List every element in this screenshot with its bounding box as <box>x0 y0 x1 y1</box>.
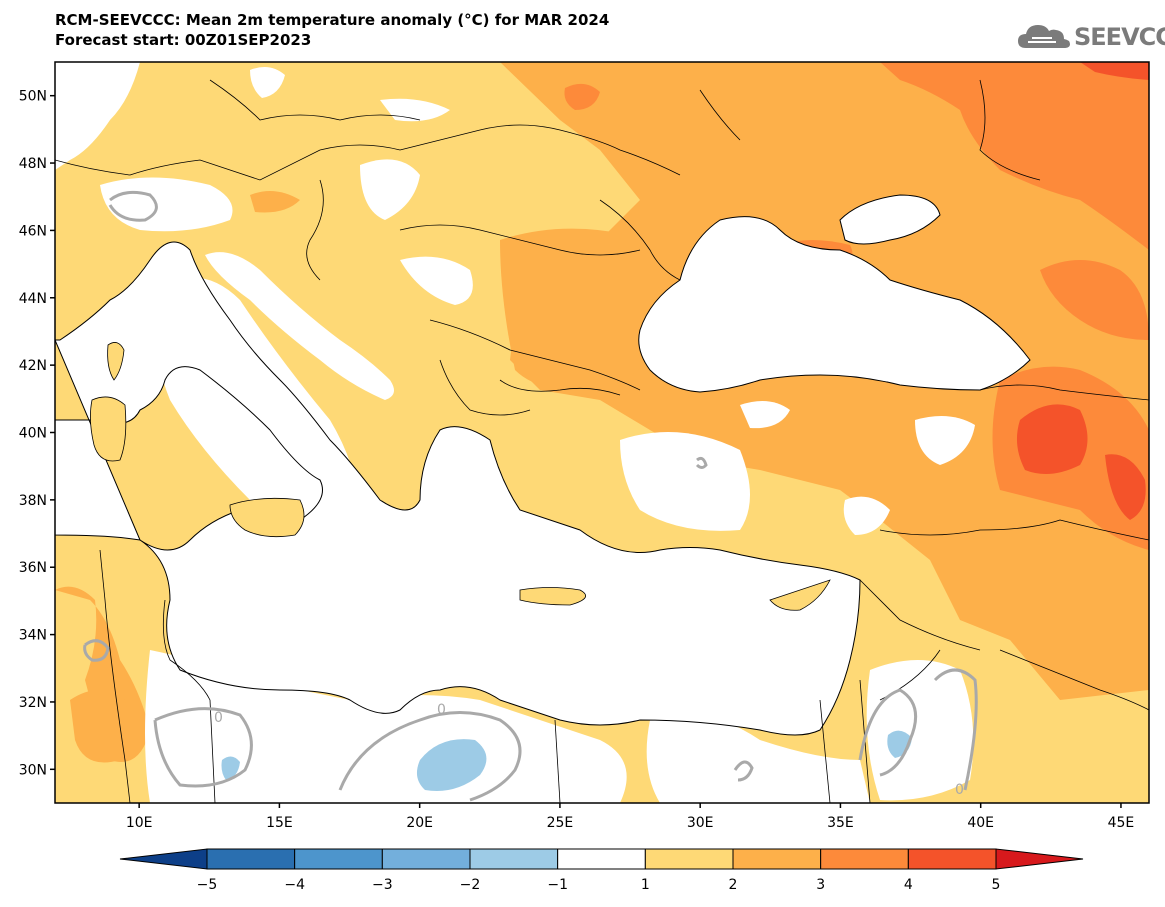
colorbar-box <box>820 848 909 870</box>
anomaly-field-2-3-west2 <box>70 690 129 763</box>
cloud-icon <box>1018 25 1070 48</box>
cyprus <box>769 579 831 611</box>
colorbar-label: −4 <box>284 877 305 893</box>
lon-tick-label: 15E <box>266 815 293 831</box>
anomaly-field-white-turkey2 <box>740 401 790 429</box>
anomaly-field-blue-libya <box>416 739 487 791</box>
islands <box>90 342 831 611</box>
lat-tick-label: 40N <box>19 426 47 442</box>
crete <box>519 587 587 606</box>
latitude-axis: 50N 48N 46N 44N 42N 40N 38N 36N 34N 32N 30N <box>19 89 55 778</box>
colorbar-label: 3 <box>816 877 825 893</box>
anomaly-field-white-sinai <box>866 660 974 801</box>
colorbar-label: 4 <box>904 877 913 893</box>
sea-black <box>638 216 1031 393</box>
colorbar-label: −5 <box>197 877 218 893</box>
anomaly-field-white-hungary <box>360 159 420 220</box>
anomaly-field-3-4-northeast <box>880 62 1149 250</box>
colorbar-label: 1 <box>641 877 650 893</box>
colorbar-label: 5 <box>992 877 1001 893</box>
anomaly-field-2-3-balkan <box>500 228 662 391</box>
sicily <box>229 497 305 538</box>
lon-tick-label: 30E <box>687 815 714 831</box>
lat-tick-label: 38N <box>19 493 47 509</box>
contour-label-0: 0 <box>437 702 446 718</box>
anomaly-field-3-4-russia <box>1040 260 1149 340</box>
anomaly-field-white-west-europe <box>55 62 140 170</box>
colorbar-box <box>557 848 646 870</box>
anomaly-field-white-egypt <box>646 713 870 803</box>
lon-tick-label: 25E <box>547 815 574 831</box>
colorbar-label: −1 <box>547 877 568 893</box>
colorbar-box <box>469 848 559 870</box>
lon-tick-label: 10E <box>126 815 153 831</box>
colorbar-label: −2 <box>460 877 481 893</box>
lat-tick-label: 34N <box>19 628 47 644</box>
anomaly-field-2-3-small <box>250 191 300 213</box>
lat-tick-label: 44N <box>19 291 47 307</box>
colorbar-box <box>907 848 997 870</box>
title-line-1: RCM-SEEVCCC: Mean 2m temperature anomaly… <box>55 11 610 29</box>
colorbar-box <box>206 848 296 870</box>
colorbar-box <box>381 848 471 870</box>
lat-tick-label: 48N <box>19 156 47 172</box>
title-line-2: Forecast start: 00Z01SEP2023 <box>55 31 312 49</box>
lat-tick-label: 32N <box>19 695 47 711</box>
map-title: RCM-SEEVCCC: Mean 2m temperature anomaly… <box>55 10 609 50</box>
colorbar-box <box>644 848 734 870</box>
sardinia <box>90 396 127 462</box>
anomaly-field-white-turkey1 <box>620 432 750 531</box>
lon-tick-label: 45E <box>1108 815 1135 831</box>
colorbar-label: −3 <box>372 877 393 893</box>
anomaly-field-white-turkey4 <box>843 496 890 535</box>
seevccc-logo: SEEVCCC <box>1016 20 1165 54</box>
anomaly-field-4-5-east <box>1016 404 1088 474</box>
anomaly-field-white-serbia <box>400 256 473 305</box>
longitude-axis: 10E 15E 20E 25E 30E 35E 40E 45E <box>126 803 1134 831</box>
colorbar-label: 2 <box>729 877 738 893</box>
lat-tick-label: 36N <box>19 560 47 576</box>
colorbar-box <box>732 848 822 870</box>
anomaly-field-2-3-east <box>500 62 1149 700</box>
anomaly-field-3-4-spot <box>564 83 600 110</box>
sea-mediterranean <box>55 241 861 736</box>
logo-text: SEEVCCC <box>1074 23 1165 51</box>
sea-adriatic <box>205 252 394 400</box>
lat-tick-label: 42N <box>19 358 47 374</box>
lon-tick-label: 40E <box>967 815 994 831</box>
colorbar-max-arrow <box>995 848 1084 870</box>
colorbar: −5 −4 −3 −2 −1 1 2 3 4 5 <box>119 848 1084 893</box>
contour-label-0: 0 <box>955 782 964 798</box>
anomaly-field-4-5-north <box>1080 62 1149 80</box>
anomaly-field-4-5-southeast <box>1105 454 1146 520</box>
corsica <box>107 342 125 381</box>
anomaly-field-white-north-spot <box>250 66 285 98</box>
map-plot-area: 0 0 0 <box>55 62 1149 803</box>
colorbar-min-arrow <box>119 848 208 870</box>
lat-tick-label: 46N <box>19 223 47 239</box>
colorbar-box <box>294 848 383 870</box>
anomaly-field-white-turkey3 <box>915 416 975 465</box>
sea-azov <box>839 194 941 245</box>
lon-tick-label: 20E <box>406 815 433 831</box>
lat-tick-label: 30N <box>19 762 47 778</box>
lat-tick-label: 50N <box>19 89 47 105</box>
lon-tick-label: 35E <box>827 815 854 831</box>
zero-contours <box>83 190 978 802</box>
contour-label-0: 0 <box>214 710 223 726</box>
anomaly-field-blue-tunisia <box>221 756 240 780</box>
